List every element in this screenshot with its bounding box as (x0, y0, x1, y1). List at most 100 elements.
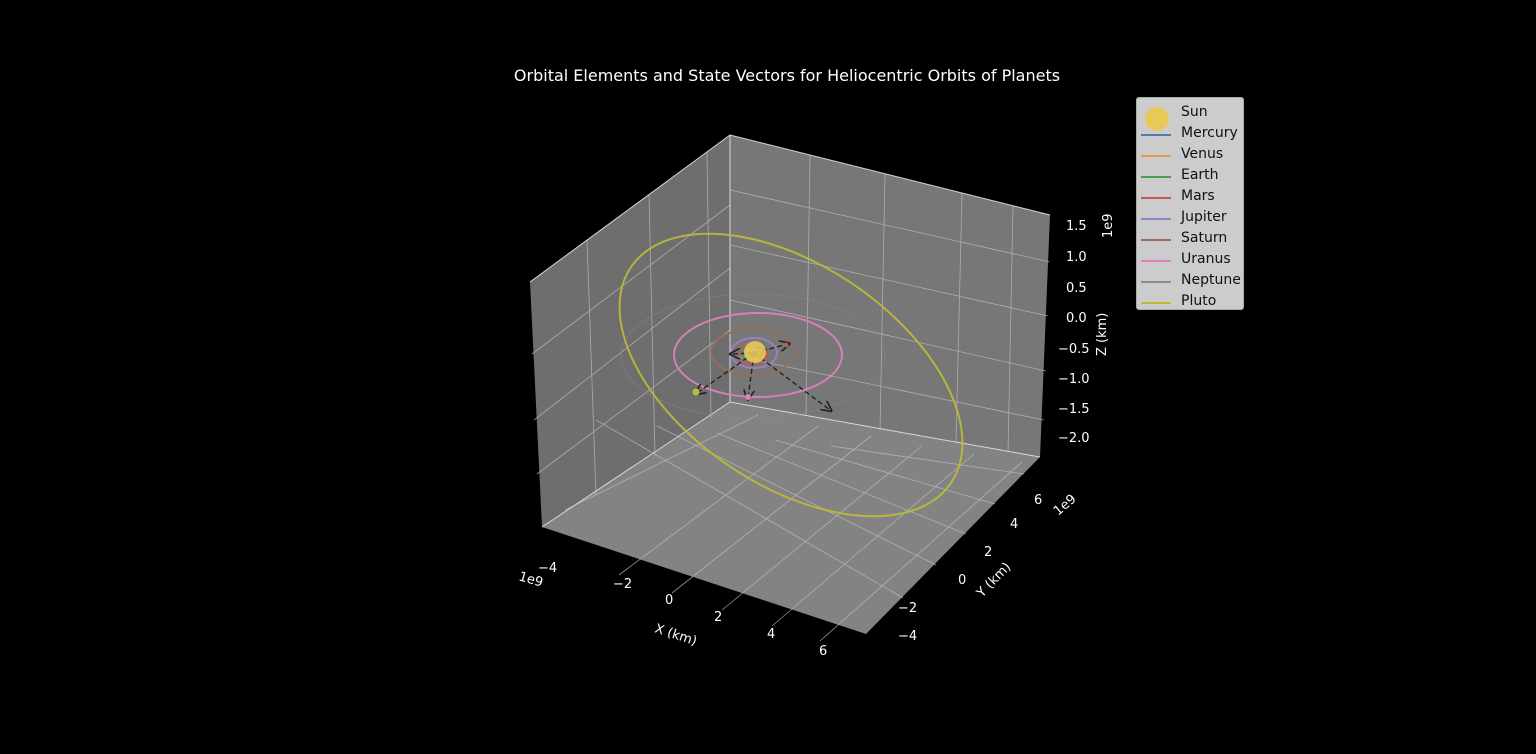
y-axis-label: Y (km) (973, 560, 1014, 602)
x-tick-label: 6 (819, 644, 827, 659)
grid-line (533, 267, 731, 421)
legend-label: Mercury (1181, 125, 1238, 141)
legend-swatch (1141, 134, 1171, 136)
legend-item-venus: Venus (1137, 146, 1245, 172)
legend-item-mars: Mars (1137, 188, 1245, 214)
legend-swatch (1141, 197, 1171, 199)
z-tick-label: −2.0 (1058, 431, 1090, 446)
legend-item-jupiter: Jupiter (1137, 209, 1245, 235)
grid-line (648, 193, 656, 457)
planet-markers (692, 341, 789, 400)
x-axis-label: X (km) (653, 622, 699, 650)
grid-line (955, 192, 963, 444)
state-vector (697, 352, 755, 393)
grid-line (729, 354, 1045, 421)
z-tick-label: 0.0 (1066, 311, 1087, 326)
z-tick-label: 1.5 (1066, 219, 1087, 234)
y-tick-labels: −4 −2 0 2 4 6 (898, 493, 1042, 644)
legend-label: Mars (1181, 188, 1215, 204)
y-tick-label: 0 (958, 573, 966, 588)
grid-line (595, 419, 904, 599)
grid-line (721, 444, 924, 611)
y-tick-label: 4 (1010, 517, 1018, 532)
legend-label: Saturn (1181, 230, 1228, 246)
legend-item-saturn: Saturn (1137, 230, 1245, 256)
grid-line (564, 414, 759, 511)
grid-line (618, 425, 819, 576)
pane-back-left (530, 135, 730, 527)
grid-line (1007, 205, 1014, 453)
legend-label: Sun (1181, 104, 1208, 120)
legend-swatch (1141, 239, 1171, 241)
grid-lines (531, 151, 1051, 642)
grid-line (706, 151, 712, 419)
orbit-saturn (710, 328, 796, 376)
legend-label: Earth (1181, 167, 1219, 183)
legend-swatch (1141, 281, 1171, 283)
z-tick-label: −0.5 (1058, 342, 1090, 357)
grid-line (671, 435, 872, 594)
z-tick-label: −1.5 (1058, 402, 1090, 417)
legend-swatch (1145, 107, 1169, 131)
grid-line (729, 244, 1049, 317)
grid-line (819, 461, 1023, 642)
legend-swatch (1141, 302, 1171, 304)
chart-title: Orbital Elements and State Vectors for H… (513, 66, 1061, 85)
orbit-uranus (673, 312, 843, 398)
grid-line (729, 189, 1051, 263)
z-tick-label: 0.5 (1066, 281, 1087, 296)
legend-swatch (1141, 176, 1171, 178)
z-tick-label: −1.0 (1058, 372, 1090, 387)
grid-line (531, 204, 731, 355)
x-tick-label: −4 (538, 561, 557, 576)
x-tick-label: −2 (613, 577, 632, 592)
grid-line (729, 299, 1047, 372)
grid-line (805, 154, 811, 417)
x-tick-label: 2 (714, 610, 722, 625)
z-offset-label: 1e9 (1101, 213, 1116, 238)
legend-swatch (1141, 260, 1171, 262)
x-offset-label: 1e9 (517, 569, 545, 590)
grid-line (830, 445, 1025, 475)
grid-line (771, 453, 975, 627)
z-axis-label: Z (km) (1095, 313, 1110, 356)
pane-back-right (730, 135, 1050, 457)
y-tick-label: 6 (1034, 493, 1042, 508)
legend-label: Pluto (1181, 293, 1217, 309)
grid-line (586, 239, 597, 496)
grid-line (879, 173, 886, 431)
legend-item-pluto: Pluto (1137, 293, 1245, 319)
y-tick-label: −4 (898, 629, 917, 644)
z-tick-labels: 1.5 1.0 0.5 0.0 −0.5 −1.0 −1.5 −2.0 (1058, 219, 1090, 446)
planet-marker-uranus (745, 394, 751, 400)
legend: Sun Mercury Venus Earth Mars Jupiter Saturn Ura… (1136, 97, 1244, 310)
legend-item-uranus: Uranus (1137, 251, 1245, 277)
grid-line (774, 439, 996, 505)
sun-marker (744, 341, 766, 363)
legend-item-sun: Sun (1137, 104, 1245, 131)
legend-swatch (1141, 155, 1171, 157)
grid-line (536, 329, 731, 475)
x-tick-label: 0 (665, 593, 673, 608)
legend-label: Jupiter (1181, 209, 1227, 225)
planet-marker-pluto (692, 388, 700, 396)
grid-line (716, 432, 967, 535)
orbit-neptune (620, 293, 886, 419)
x-tick-label: 4 (767, 627, 775, 642)
axes-panes (530, 135, 1050, 634)
legend-swatch (1141, 218, 1171, 220)
legend-item-neptune: Neptune (1137, 272, 1245, 298)
grid-line (656, 425, 937, 566)
legend-item-mercury: Mercury (1137, 125, 1245, 151)
legend-label: Neptune (1181, 272, 1241, 288)
x-tick-labels: −4 −2 0 2 4 6 (538, 561, 827, 659)
y-offset-label: 1e9 (1051, 492, 1079, 519)
z-tick-label: 1.0 (1066, 250, 1087, 265)
legend-label: Venus (1181, 146, 1224, 162)
legend-item-earth: Earth (1137, 167, 1245, 193)
planet-marker-saturn (783, 342, 789, 348)
y-tick-label: −2 (898, 601, 917, 616)
state-vector (753, 344, 788, 354)
legend-label: Uranus (1181, 251, 1231, 267)
